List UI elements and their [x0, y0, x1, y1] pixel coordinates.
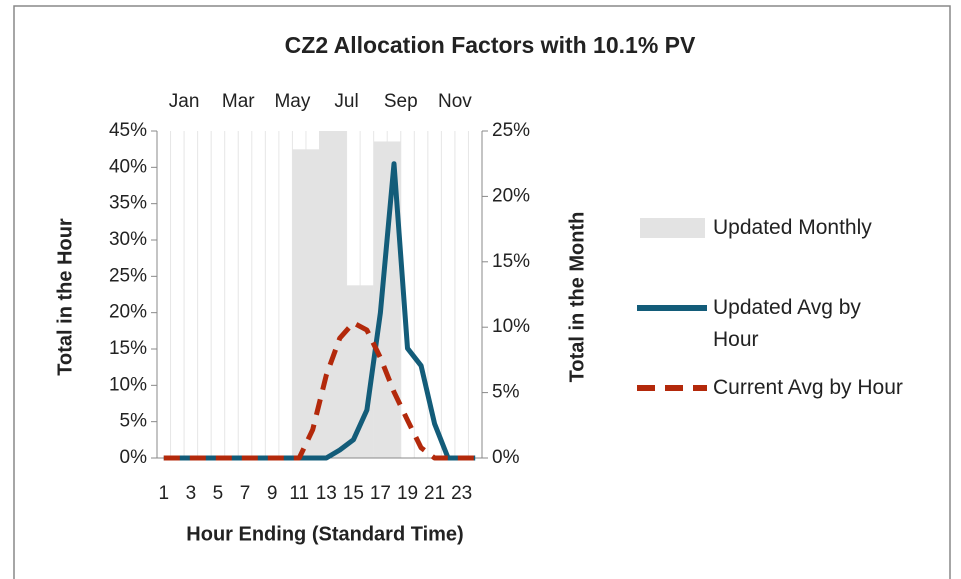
x-tick-label: 19: [397, 483, 418, 504]
y-tick-label: 10%: [109, 374, 147, 395]
y-tick-label: 35%: [109, 193, 147, 214]
y-tick-label: 45%: [109, 120, 147, 141]
legend-label: Updated Monthly: [713, 216, 872, 239]
x-tick-label: 7: [240, 483, 251, 504]
y2-tick-label: 20%: [492, 185, 530, 206]
y-tick-label: 25%: [109, 265, 147, 286]
x2-tick-label: Sep: [384, 91, 418, 112]
y2-tick-label: 10%: [492, 316, 530, 337]
y2-tick-label: 15%: [492, 251, 530, 272]
x-tick-label: 21: [424, 483, 445, 504]
y-axis-title: Total in the Hour: [54, 218, 76, 376]
x2-tick-label: Jul: [334, 91, 358, 112]
x-axis-title: Hour Ending (Standard Time): [186, 523, 463, 545]
legend-label: Current Avg by Hour: [713, 376, 903, 399]
x-tick-label: 5: [213, 483, 224, 504]
x2-tick-label: May: [274, 91, 310, 112]
x-tick-label: 3: [186, 483, 197, 504]
x-tick-label: 15: [343, 483, 364, 504]
x2-tick-label: Nov: [438, 91, 472, 112]
y-tick-label: 30%: [109, 229, 147, 250]
y2-tick-label: 0%: [492, 447, 520, 468]
x-tick-label: 11: [289, 483, 309, 504]
bar: [346, 285, 374, 458]
y-tick-label: 15%: [109, 338, 147, 359]
line-series: [163, 161, 476, 461]
x-tick-label: 9: [267, 483, 278, 504]
x-tick-label: 13: [316, 483, 337, 504]
x-tick-label: 1: [158, 483, 169, 504]
y-tick-label: 0%: [120, 447, 148, 468]
x-tick-label: 23: [451, 483, 472, 504]
y-tick-label: 20%: [109, 302, 147, 323]
y2-tick-label: 5%: [492, 382, 520, 403]
x2-tick-label: Mar: [222, 91, 255, 112]
chart-title: CZ2 Allocation Factors with 10.1% PV: [285, 32, 696, 58]
bar: [319, 131, 347, 458]
y2-axis-title: Total in the Month: [566, 212, 588, 383]
x2-tick-label: Jan: [169, 91, 200, 112]
legend-label: Updated Avg by Hour: [713, 296, 861, 351]
x-tick-label: 17: [370, 483, 391, 504]
legend-swatch: [640, 218, 705, 238]
bar: [292, 149, 320, 458]
y2-tick-label: 25%: [492, 120, 530, 141]
y-tick-label: 5%: [120, 411, 148, 432]
y-tick-label: 40%: [109, 156, 147, 177]
line-series: [163, 320, 476, 461]
